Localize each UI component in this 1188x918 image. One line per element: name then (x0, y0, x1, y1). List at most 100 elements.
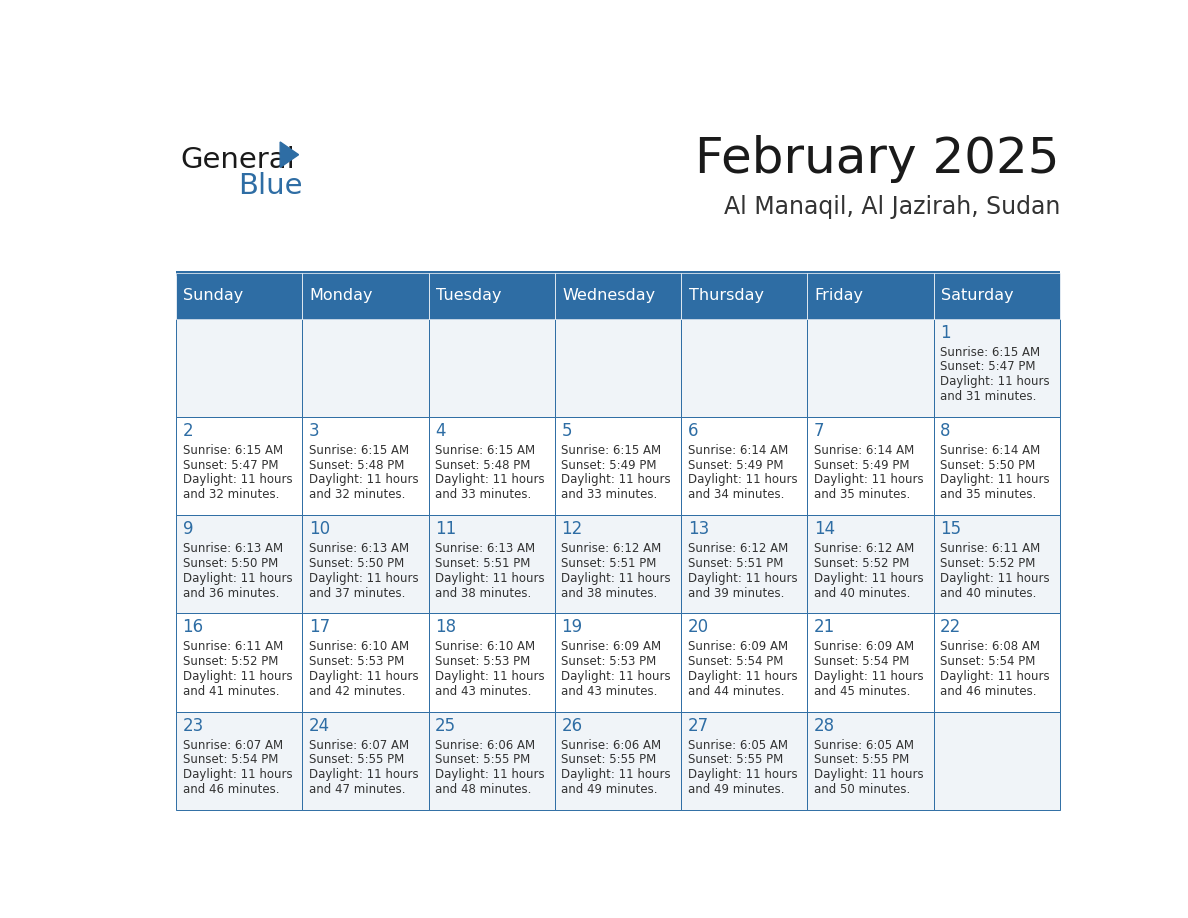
Text: Sunrise: 6:15 AM: Sunrise: 6:15 AM (562, 443, 662, 457)
Text: and 44 minutes.: and 44 minutes. (688, 685, 784, 698)
Bar (176, 319, 303, 417)
Text: and 34 minutes.: and 34 minutes. (688, 488, 784, 501)
Bar (176, 272, 1060, 276)
Text: Daylight: 11 hours: Daylight: 11 hours (183, 670, 292, 683)
Text: Sunset: 5:53 PM: Sunset: 5:53 PM (309, 655, 404, 668)
Text: Sunrise: 6:05 AM: Sunrise: 6:05 AM (688, 739, 788, 752)
Text: and 33 minutes.: and 33 minutes. (435, 488, 531, 501)
Text: General: General (181, 145, 296, 174)
Text: Daylight: 11 hours: Daylight: 11 hours (183, 572, 292, 585)
Bar (808, 613, 934, 711)
Text: 7: 7 (814, 422, 824, 440)
Text: and 35 minutes.: and 35 minutes. (814, 488, 910, 501)
Text: Sunrise: 6:09 AM: Sunrise: 6:09 AM (562, 640, 662, 654)
Text: Sunrise: 6:09 AM: Sunrise: 6:09 AM (688, 640, 788, 654)
Text: Sunrise: 6:12 AM: Sunrise: 6:12 AM (814, 542, 914, 555)
Text: Daylight: 11 hours: Daylight: 11 hours (814, 572, 923, 585)
Text: Sunday: Sunday (183, 288, 244, 303)
Text: Daylight: 11 hours: Daylight: 11 hours (562, 670, 671, 683)
Text: Al Manaqil, Al Jazirah, Sudan: Al Manaqil, Al Jazirah, Sudan (723, 195, 1060, 219)
Text: and 35 minutes.: and 35 minutes. (940, 488, 1036, 501)
Text: and 46 minutes.: and 46 minutes. (940, 685, 1037, 698)
Text: Sunset: 5:47 PM: Sunset: 5:47 PM (940, 361, 1036, 374)
Text: and 48 minutes.: and 48 minutes. (435, 783, 531, 796)
Text: Sunrise: 6:12 AM: Sunrise: 6:12 AM (688, 542, 788, 555)
Text: Sunset: 5:49 PM: Sunset: 5:49 PM (688, 459, 783, 472)
Text: Daylight: 11 hours: Daylight: 11 hours (814, 768, 923, 781)
Bar (303, 273, 429, 319)
Bar (934, 273, 1060, 319)
Text: 2: 2 (183, 422, 194, 440)
Text: and 31 minutes.: and 31 minutes. (940, 390, 1037, 403)
Bar (555, 613, 681, 711)
Bar (808, 273, 934, 319)
Text: Sunset: 5:50 PM: Sunset: 5:50 PM (940, 459, 1036, 472)
Text: Daylight: 11 hours: Daylight: 11 hours (435, 670, 545, 683)
Text: Sunset: 5:49 PM: Sunset: 5:49 PM (562, 459, 657, 472)
Text: and 38 minutes.: and 38 minutes. (562, 587, 658, 599)
Text: Daylight: 11 hours: Daylight: 11 hours (562, 474, 671, 487)
Text: Sunset: 5:52 PM: Sunset: 5:52 PM (183, 655, 278, 668)
Bar (429, 273, 555, 319)
Text: Daylight: 11 hours: Daylight: 11 hours (309, 474, 418, 487)
Text: 21: 21 (814, 619, 835, 636)
Bar (934, 515, 1060, 613)
Text: Sunrise: 6:15 AM: Sunrise: 6:15 AM (940, 345, 1041, 359)
Text: Sunset: 5:54 PM: Sunset: 5:54 PM (183, 754, 278, 767)
Bar (681, 319, 808, 417)
Text: 28: 28 (814, 717, 835, 734)
Text: 22: 22 (940, 619, 961, 636)
Bar (176, 711, 303, 810)
Text: Sunset: 5:52 PM: Sunset: 5:52 PM (940, 557, 1036, 570)
Text: Daylight: 11 hours: Daylight: 11 hours (309, 572, 418, 585)
Bar (429, 711, 555, 810)
Text: 5: 5 (562, 422, 571, 440)
Text: Sunrise: 6:15 AM: Sunrise: 6:15 AM (435, 443, 536, 457)
Text: 23: 23 (183, 717, 204, 734)
Bar (808, 515, 934, 613)
Text: Daylight: 11 hours: Daylight: 11 hours (183, 768, 292, 781)
Text: 15: 15 (940, 521, 961, 538)
Text: Sunrise: 6:13 AM: Sunrise: 6:13 AM (309, 542, 409, 555)
Text: and 43 minutes.: and 43 minutes. (562, 685, 658, 698)
Text: 27: 27 (688, 717, 709, 734)
Text: Daylight: 11 hours: Daylight: 11 hours (940, 572, 1050, 585)
Bar (555, 417, 681, 515)
Text: 18: 18 (435, 619, 456, 636)
Text: Sunset: 5:55 PM: Sunset: 5:55 PM (309, 754, 404, 767)
Text: Sunset: 5:55 PM: Sunset: 5:55 PM (435, 754, 530, 767)
Text: Sunset: 5:55 PM: Sunset: 5:55 PM (688, 754, 783, 767)
Text: Daylight: 11 hours: Daylight: 11 hours (814, 670, 923, 683)
Bar (555, 273, 681, 319)
Bar (429, 613, 555, 711)
Text: and 41 minutes.: and 41 minutes. (183, 685, 279, 698)
Text: and 32 minutes.: and 32 minutes. (309, 488, 405, 501)
Text: Sunrise: 6:10 AM: Sunrise: 6:10 AM (435, 640, 536, 654)
Bar (681, 515, 808, 613)
Bar (934, 711, 1060, 810)
Bar (808, 417, 934, 515)
Text: Daylight: 11 hours: Daylight: 11 hours (688, 572, 797, 585)
Text: 19: 19 (562, 619, 582, 636)
Bar (808, 319, 934, 417)
Text: and 40 minutes.: and 40 minutes. (940, 587, 1037, 599)
Text: and 37 minutes.: and 37 minutes. (309, 587, 405, 599)
Text: Sunset: 5:51 PM: Sunset: 5:51 PM (435, 557, 531, 570)
Text: and 40 minutes.: and 40 minutes. (814, 587, 910, 599)
Text: 9: 9 (183, 521, 194, 538)
Text: Sunset: 5:54 PM: Sunset: 5:54 PM (688, 655, 783, 668)
Text: and 47 minutes.: and 47 minutes. (309, 783, 405, 796)
Text: Sunrise: 6:05 AM: Sunrise: 6:05 AM (814, 739, 914, 752)
Text: Daylight: 11 hours: Daylight: 11 hours (435, 768, 545, 781)
Text: Sunrise: 6:11 AM: Sunrise: 6:11 AM (183, 640, 283, 654)
Bar (176, 515, 303, 613)
Text: Sunrise: 6:10 AM: Sunrise: 6:10 AM (309, 640, 409, 654)
Text: February 2025: February 2025 (695, 135, 1060, 183)
Text: 24: 24 (309, 717, 330, 734)
Bar (429, 417, 555, 515)
Text: and 49 minutes.: and 49 minutes. (688, 783, 784, 796)
Bar (429, 515, 555, 613)
Text: Sunrise: 6:15 AM: Sunrise: 6:15 AM (309, 443, 409, 457)
Bar (303, 515, 429, 613)
Text: Wednesday: Wednesday (562, 288, 656, 303)
